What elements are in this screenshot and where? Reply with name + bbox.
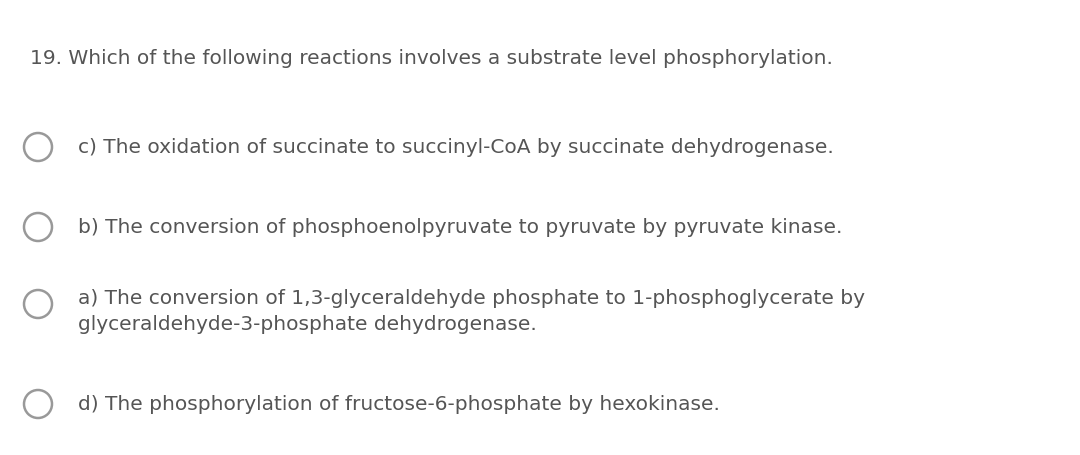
Text: 19. Which of the following reactions involves a substrate level phosphorylation.: 19. Which of the following reactions inv… bbox=[30, 48, 833, 67]
Text: a) The conversion of 1,3-glyceraldehyde phosphate to 1-phosphoglycerate by: a) The conversion of 1,3-glyceraldehyde … bbox=[78, 288, 865, 307]
Text: c) The oxidation of succinate to succinyl-CoA by succinate dehydrogenase.: c) The oxidation of succinate to succiny… bbox=[78, 138, 834, 157]
Text: b) The conversion of phosphoenolpyruvate to pyruvate by pyruvate kinase.: b) The conversion of phosphoenolpyruvate… bbox=[78, 218, 842, 237]
Text: glyceraldehyde-3-phosphate dehydrogenase.: glyceraldehyde-3-phosphate dehydrogenase… bbox=[78, 314, 537, 333]
Text: d) The phosphorylation of fructose-6-phosphate by hexokinase.: d) The phosphorylation of fructose-6-pho… bbox=[78, 394, 720, 414]
